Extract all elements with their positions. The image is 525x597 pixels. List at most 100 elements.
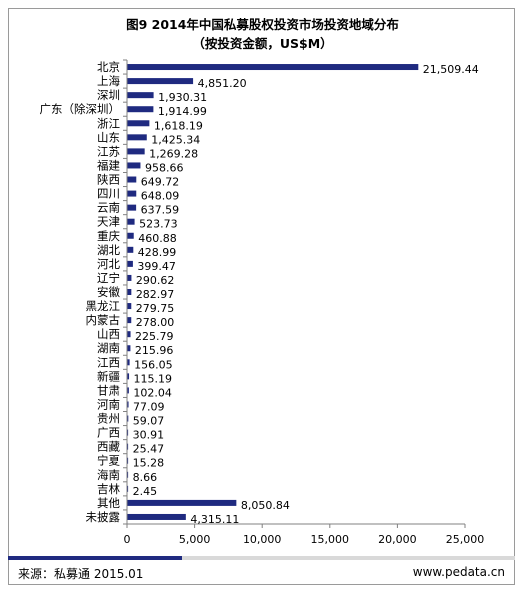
- category-label: 黑龙江: [86, 299, 121, 313]
- category-label: 重庆: [97, 229, 120, 243]
- bar: [127, 359, 130, 366]
- website-link[interactable]: www.pedata.cn: [412, 565, 505, 579]
- category-label: 江苏: [97, 144, 120, 158]
- value-label: 4,315.11: [190, 513, 239, 526]
- bar: [127, 373, 130, 380]
- category-label: 上海: [97, 74, 120, 88]
- value-label: 2.45: [133, 485, 158, 498]
- value-label: 523.73: [139, 218, 178, 231]
- category-label: 贵州: [97, 412, 120, 426]
- x-tick-label: 20,000: [378, 533, 417, 546]
- bar: [127, 317, 132, 324]
- bar: [127, 345, 131, 352]
- category-label: 湖北: [97, 243, 120, 257]
- value-label: 278.00: [136, 316, 175, 329]
- value-label: 225.79: [135, 330, 174, 343]
- category-label: 吉林: [97, 482, 120, 496]
- value-label: 279.75: [136, 302, 175, 315]
- bar: [127, 331, 131, 338]
- bar: [127, 162, 141, 169]
- category-label: 天津: [97, 215, 120, 229]
- value-label: 59.07: [133, 415, 165, 428]
- category-label: 未披露: [86, 510, 121, 524]
- chart-frame: [8, 8, 515, 585]
- bar: [127, 415, 129, 422]
- value-label: 1,618.19: [154, 119, 203, 132]
- category-label: 四川: [97, 187, 120, 201]
- value-label: 958.66: [145, 161, 184, 174]
- category-label: 深圳: [97, 88, 120, 102]
- category-label: 西藏: [97, 440, 120, 454]
- value-label: 25.47: [133, 443, 165, 456]
- footer-accent-bar: [8, 556, 182, 560]
- category-label: 河北: [97, 257, 120, 271]
- bar: [127, 64, 419, 71]
- value-label: 102.04: [133, 386, 172, 399]
- bar: [127, 246, 134, 253]
- source-note: 来源：私募通 2015.01: [18, 567, 144, 581]
- value-label: 428.99: [138, 246, 177, 259]
- value-label: 15.28: [133, 457, 165, 470]
- bar: [127, 78, 194, 85]
- category-label: 浙江: [97, 116, 120, 130]
- footer-divider: [8, 556, 515, 560]
- value-label: 637.59: [141, 204, 180, 217]
- category-label: 山西: [97, 327, 120, 341]
- bar: [127, 289, 132, 295]
- x-tick-label: 10,000: [243, 533, 282, 546]
- x-tick-label: 25,000: [446, 533, 485, 546]
- value-label: 30.91: [133, 429, 165, 442]
- value-label: 215.96: [135, 344, 174, 357]
- value-label: 8.66: [133, 471, 158, 484]
- bar: [127, 218, 135, 225]
- bar: [127, 232, 134, 239]
- bar: [127, 204, 137, 211]
- bar: [127, 485, 129, 492]
- category-label: 甘肃: [97, 383, 120, 397]
- bar: [127, 120, 150, 127]
- bar: [127, 401, 129, 408]
- bar: [127, 513, 186, 520]
- bar: [127, 471, 129, 478]
- category-label: 新疆: [97, 369, 120, 383]
- value-label: 648.09: [141, 190, 180, 203]
- category-label: 云南: [97, 201, 120, 215]
- value-label: 399.47: [137, 260, 176, 273]
- x-tick-label: 5,000: [179, 533, 211, 546]
- value-label: 1,269.28: [149, 147, 198, 160]
- x-tick-label: 15,000: [311, 533, 350, 546]
- bar: [127, 92, 154, 99]
- bar: [127, 106, 154, 113]
- x-tick-label: 0: [124, 533, 131, 546]
- bar: [127, 134, 147, 141]
- bar: [127, 176, 137, 183]
- category-label: 北京: [97, 60, 120, 74]
- bar: [127, 443, 129, 450]
- bar: [127, 499, 237, 506]
- category-label: 宁夏: [97, 454, 120, 468]
- value-label: 4,851.20: [198, 77, 247, 90]
- value-label: 649.72: [141, 176, 180, 189]
- bar: [127, 148, 145, 155]
- value-label: 115.19: [134, 372, 173, 385]
- value-label: 290.62: [136, 274, 175, 287]
- value-label: 1,425.34: [151, 133, 200, 146]
- bar: [127, 190, 137, 197]
- bar: [127, 387, 129, 394]
- value-label: 77.09: [133, 400, 165, 413]
- value-label: 460.88: [138, 232, 177, 245]
- bar: [127, 457, 129, 464]
- bar: [127, 274, 132, 281]
- category-label: 辽宁: [97, 271, 120, 285]
- value-label: 1,914.99: [158, 105, 207, 118]
- category-label: 湖南: [97, 341, 120, 355]
- category-label: 广东（除深圳）: [40, 102, 121, 116]
- chart-subtitle: （按投资金额，US$M）: [192, 36, 333, 51]
- category-label: 河南: [97, 397, 120, 411]
- category-label: 安徽: [97, 285, 120, 299]
- chart-title: 图9 2014年中国私募股权投资市场投资地域分布: [126, 17, 399, 32]
- category-label: 内蒙古: [86, 313, 121, 327]
- bar: [127, 303, 132, 310]
- category-label: 山东: [97, 130, 120, 144]
